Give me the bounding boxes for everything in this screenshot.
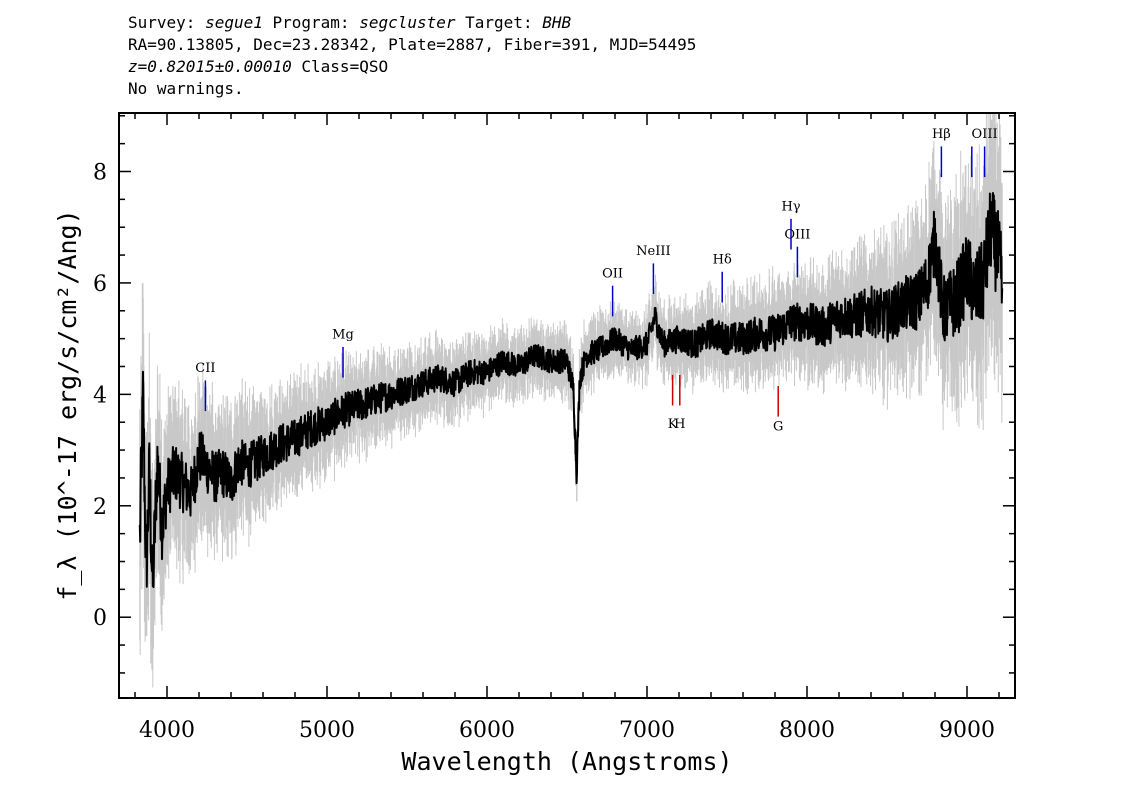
redshift-value: z=0.82015±0.00010	[128, 57, 292, 76]
axes: 4000 5000 6000 7000 8000 9000 0 2 4 6 8	[93, 113, 1015, 743]
absorption-line-label: K	[668, 417, 678, 432]
emission-line-label: Hδ	[713, 252, 732, 267]
plot-area: CII Mg OII NeIII Hδ Hγ OIII Hβ OIII KH G	[138, 113, 1004, 688]
emission-line-label: OII	[602, 266, 623, 281]
emission-line-label: Mg	[332, 328, 354, 343]
emission-line-label: OIII	[784, 227, 810, 242]
y-tick-label: 6	[93, 272, 107, 297]
absorption-line-label: G	[773, 420, 783, 435]
redshift-line: z=0.82015±0.00010 Class=QSO	[128, 56, 696, 78]
emission-line-label: CII	[195, 361, 215, 376]
absorption-line-label: H	[674, 417, 685, 432]
y-axis-title: f_λ (10^-17 erg/s/cm²/Ang)	[53, 209, 82, 600]
x-tick-label: 9000	[939, 718, 995, 743]
program-key: Program:	[262, 13, 360, 32]
flux-line	[138, 192, 1004, 589]
y-tick-label: 2	[93, 495, 107, 520]
y-tick-label: 8	[93, 161, 107, 186]
plot-frame	[118, 112, 1016, 699]
emission-line-label: Hβ	[932, 127, 951, 142]
x-tick-label: 5000	[299, 718, 355, 743]
x-axis-title: Wavelength (Angstroms)	[401, 747, 732, 776]
target-value: BHB	[542, 13, 572, 32]
survey-value: segue1	[205, 13, 263, 32]
y-tick-label: 0	[93, 606, 107, 631]
emission-line-label: OIII	[972, 127, 998, 142]
target-key: Target:	[455, 13, 543, 32]
survey-line: Survey: segue1 Program: segcluster Targe…	[128, 12, 696, 34]
class-value: Class=QSO	[291, 57, 389, 76]
warnings-line: No warnings.	[128, 79, 244, 98]
x-tick-label: 7000	[619, 718, 675, 743]
x-tick-label: 8000	[779, 718, 835, 743]
emission-line-label: Hγ	[781, 200, 800, 215]
coordinates-line: RA=90.13805, Dec=23.28342, Plate=2887, F…	[128, 35, 697, 54]
spectrum-header: Survey: segue1 Program: segcluster Targe…	[128, 12, 696, 100]
error-band	[139, 113, 1003, 688]
y-tick-label: 4	[93, 383, 107, 408]
survey-key: Survey:	[128, 13, 206, 32]
x-tick-label: 4000	[139, 718, 195, 743]
x-tick-label: 6000	[459, 718, 515, 743]
program-value: segcluster	[359, 13, 456, 32]
emission-line-label: NeIII	[636, 244, 670, 259]
